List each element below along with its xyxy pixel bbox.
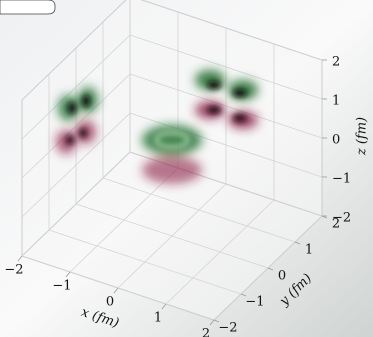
z-tick-label: −2: [332, 211, 351, 226]
y-tick-label: −1: [245, 295, 264, 310]
z-axis-label: z (fm): [355, 117, 370, 156]
legend-fragment: [0, 0, 56, 15]
grid-line: [21, 34, 131, 140]
grid-line: [129, 73, 323, 139]
x-tick-label: 1: [154, 311, 162, 326]
y-tick-label: 1: [305, 243, 313, 258]
tick-mark: [213, 319, 220, 323]
y-tick-label: 0: [278, 269, 286, 284]
tick-mark: [240, 293, 247, 297]
tick-mark: [65, 271, 71, 278]
tick-mark: [294, 241, 301, 245]
z-tick-label: 1: [332, 94, 340, 109]
x-tick-label: 0: [106, 295, 114, 310]
grid-line: [75, 203, 269, 269]
y-tick-label: 2: [332, 217, 340, 232]
grid-line: [21, 112, 131, 218]
y-tick-label: −2: [218, 321, 237, 336]
z-tick-label: 2: [332, 55, 340, 70]
tick-mark: [161, 303, 167, 310]
grid-line: [102, 177, 296, 243]
tick-mark: [113, 287, 119, 294]
grid-line: [21, 0, 127, 101]
grid-line: [129, 112, 323, 178]
grid-line: [21, 151, 131, 257]
grid-line: [21, 73, 131, 179]
x-tick-label: −1: [52, 279, 71, 294]
z-tick-label: 0: [332, 133, 340, 148]
density-blobs: [56, 70, 258, 184]
tick-mark: [267, 267, 274, 271]
grid-line: [48, 229, 242, 295]
z-tick-label: −1: [332, 172, 351, 187]
tick-mark: [17, 255, 23, 262]
x-tick-label: 2: [202, 327, 210, 337]
x-tick-label: −2: [4, 263, 23, 278]
tick-mark: [209, 319, 215, 326]
grid-line: [129, 34, 323, 100]
grid-line: [140, 0, 323, 61]
